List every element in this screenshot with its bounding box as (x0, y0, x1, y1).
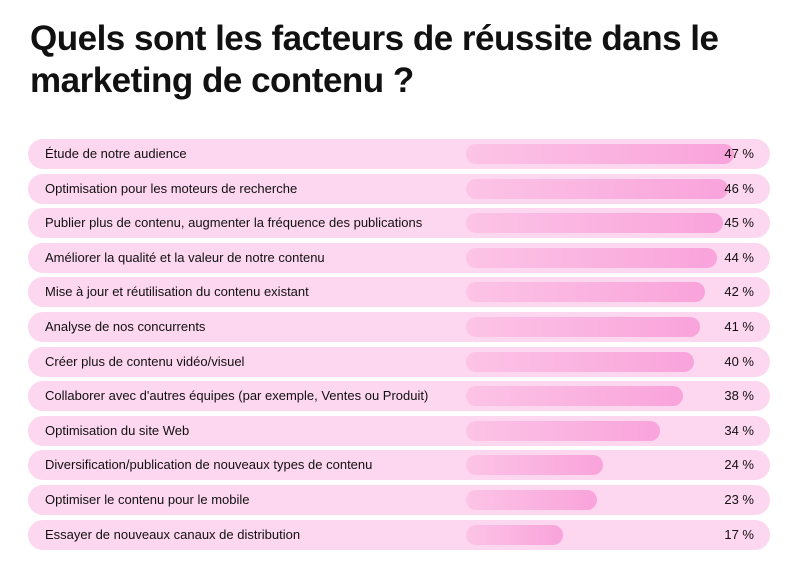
value-label: 45 % (724, 215, 754, 231)
bar (466, 351, 695, 372)
bar-track (466, 213, 723, 234)
category-label: Optimiser le contenu pour le mobile (45, 491, 250, 507)
bar-row: Étude de notre audience 47 % (28, 139, 770, 169)
category-label: Publier plus de contenu, augmenter la fr… (45, 215, 423, 231)
value-label: 24 % (724, 457, 754, 473)
bar-row: Optimisation pour les moteurs de recherc… (28, 173, 770, 204)
bar (466, 420, 660, 441)
bar-track (466, 455, 603, 476)
value-label: 17 % (724, 526, 754, 542)
bar-track (466, 144, 734, 164)
bar (466, 455, 603, 476)
bar (466, 386, 683, 407)
bar-row: Mise à jour et réutilisation du contenu … (28, 277, 770, 308)
category-label: Mise à jour et réutilisation du contenu … (45, 284, 309, 300)
bar (466, 178, 729, 199)
bar (466, 282, 706, 303)
bar (466, 247, 717, 268)
value-label: 23 % (724, 491, 754, 507)
bar-track (466, 386, 683, 407)
bar (466, 213, 723, 234)
value-label: 38 % (724, 388, 754, 404)
value-label: 40 % (724, 353, 754, 369)
bar-track (466, 420, 660, 441)
value-label: 41 % (724, 318, 754, 334)
bar-track (466, 524, 563, 545)
value-label: 34 % (724, 422, 754, 438)
category-label: Étude de notre audience (45, 146, 187, 161)
bar (466, 144, 734, 164)
bar-row: Publier plus de contenu, augmenter la fr… (28, 208, 770, 239)
bar (466, 524, 563, 545)
bar-row: Améliorer la qualité et la valeur de not… (28, 242, 770, 273)
bar-row: Collaborer avec d'autres équipes (par ex… (28, 381, 770, 412)
value-label: 44 % (724, 249, 754, 265)
category-label: Diversification/publication de nouveaux … (45, 457, 373, 473)
chart-title: Quels sont les facteurs de réussite dans… (30, 19, 719, 100)
value-label: 47 % (724, 146, 754, 161)
bar (466, 489, 598, 510)
bar-list: Étude de notre audience 47 % Optimisation… (28, 139, 770, 554)
value-label: 46 % (724, 180, 754, 196)
category-label: Optimisation du site Web (45, 422, 190, 438)
bar-row: Essayer de nouveaux canaux de distributi… (28, 519, 770, 550)
bar-track (466, 351, 695, 372)
bar-track (466, 489, 598, 510)
bar-track (466, 282, 706, 303)
bar-row: Optimisation du site Web 34 % (28, 415, 770, 446)
bar-row: Créer plus de contenu vidéo/visuel 40 % (28, 346, 770, 377)
category-label: Optimisation pour les moteurs de recherc… (45, 180, 298, 196)
category-label: Collaborer avec d'autres équipes (par ex… (45, 388, 429, 404)
bar-row: Diversification/publication de nouveaux … (28, 450, 770, 481)
bar-track (466, 178, 729, 199)
category-label: Créer plus de contenu vidéo/visuel (45, 353, 245, 369)
category-label: Essayer de nouveaux canaux de distributi… (45, 526, 301, 542)
bar (466, 316, 700, 337)
category-label: Analyse de nos concurrents (45, 318, 206, 334)
bar-row: Analyse de nos concurrents 41 % (28, 311, 770, 342)
bar-track (466, 316, 700, 337)
category-label: Améliorer la qualité et la valeur de not… (45, 249, 325, 265)
bar-row: Optimiser le contenu pour le mobile 23 % (28, 484, 770, 515)
bar-track (466, 247, 717, 268)
value-label: 42 % (724, 284, 754, 300)
